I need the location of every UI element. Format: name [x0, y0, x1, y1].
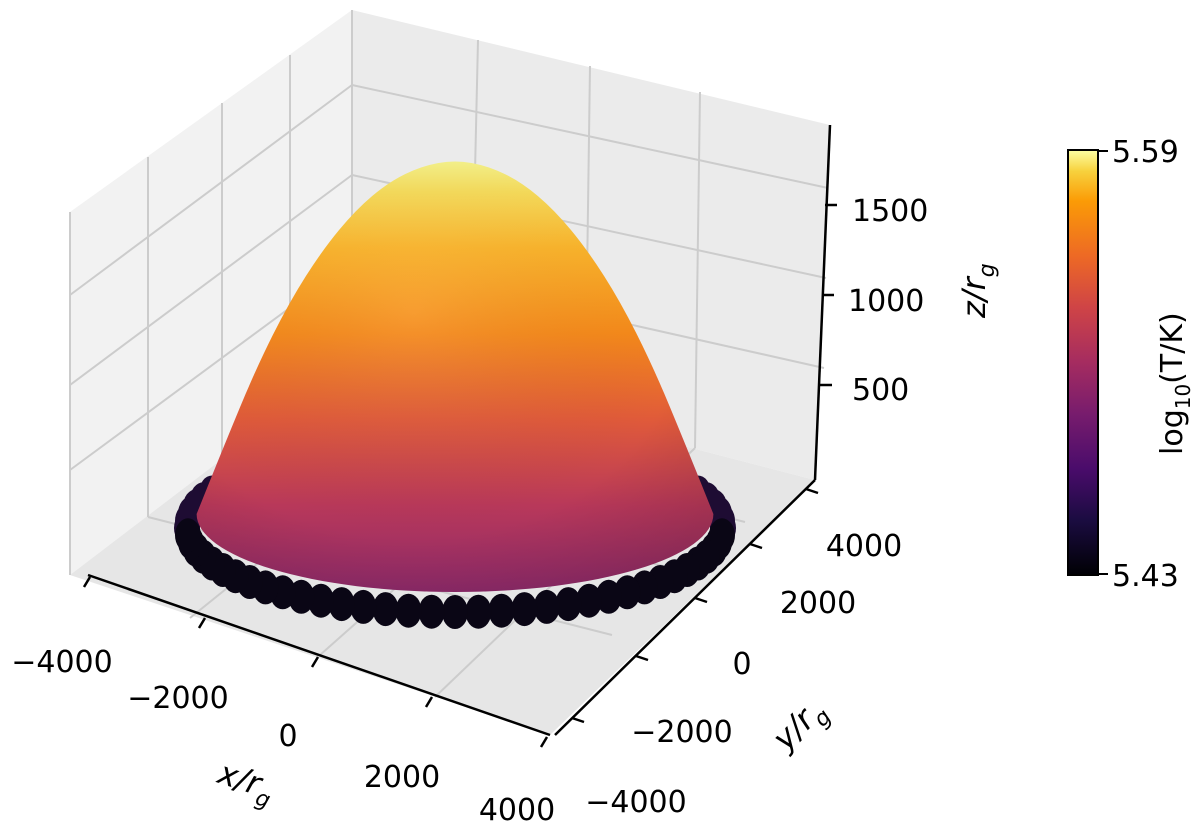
- grid-line: [351, 84, 829, 189]
- base-point-ring-front: [175, 518, 735, 629]
- axis-tick: [635, 654, 649, 662]
- left-pane: [70, 10, 352, 575]
- y-tick-labels: 4000 2000 0 −2000 −4000: [585, 529, 902, 820]
- y-axis-label: y/rg: [764, 691, 837, 764]
- base-point: [576, 583, 602, 618]
- base-point: [328, 587, 355, 622]
- colorbar-label: log10(T/K): [1155, 312, 1195, 455]
- base-point: [465, 594, 492, 629]
- x-tick-label: 2000: [364, 760, 440, 795]
- colorbar-max-label: 5.59: [1112, 135, 1179, 170]
- axis-tick: [571, 716, 585, 724]
- axis-tick: [424, 696, 434, 708]
- dome-shading: [196, 161, 714, 592]
- x-tick-label: −2000: [127, 681, 228, 716]
- colorbar-min-label: 5.43: [1112, 559, 1179, 594]
- y-tick-label: 4000: [826, 529, 902, 564]
- x-tick-labels: −4000 −2000 0 2000 4000: [11, 645, 555, 828]
- z-tick-label: 500: [852, 373, 909, 408]
- grid-line: [694, 91, 701, 449]
- base-point: [350, 589, 377, 624]
- z-tick-label: 1500: [852, 194, 928, 229]
- grid-line: [69, 174, 353, 386]
- base-point: [418, 594, 445, 629]
- x-tick-label: −4000: [11, 645, 112, 680]
- grid-line: [69, 84, 353, 296]
- y-tick-label: −2000: [631, 715, 732, 750]
- axis-tick: [539, 736, 549, 748]
- base-point: [533, 589, 560, 624]
- axis-tick: [805, 487, 819, 495]
- tick-marks: [82, 203, 837, 748]
- y-tick-label: 2000: [780, 586, 856, 621]
- axis-tick: [694, 596, 708, 604]
- base-point: [442, 595, 468, 629]
- base-point: [395, 593, 422, 628]
- axis-tick: [749, 542, 763, 550]
- colorbar: 5.59 5.43 log10(T/K): [1067, 135, 1195, 594]
- colorbar-gradient: [1067, 149, 1099, 576]
- base-point: [308, 583, 334, 618]
- z-axis-label: z/rg: [955, 263, 1000, 319]
- base-point: [372, 592, 399, 627]
- x-axis-label: x/rg: [210, 753, 279, 814]
- axis-tick: [197, 617, 207, 629]
- z-tick-labels: 1500 1000 500: [848, 194, 928, 408]
- base-point: [595, 579, 622, 614]
- x-tick-label: 4000: [479, 793, 555, 828]
- x-tick-label: 0: [278, 719, 297, 754]
- base-point: [175, 518, 201, 553]
- base-point: [511, 592, 538, 627]
- z-tick-label: 1000: [848, 284, 924, 319]
- base-point: [555, 587, 582, 622]
- base-point: [488, 593, 515, 628]
- axis-edges: [87, 124, 832, 737]
- y-tick-label: 0: [732, 647, 751, 682]
- y-tick-label: −4000: [585, 785, 686, 820]
- axis-tick: [310, 656, 320, 668]
- axis-tick: [82, 576, 92, 588]
